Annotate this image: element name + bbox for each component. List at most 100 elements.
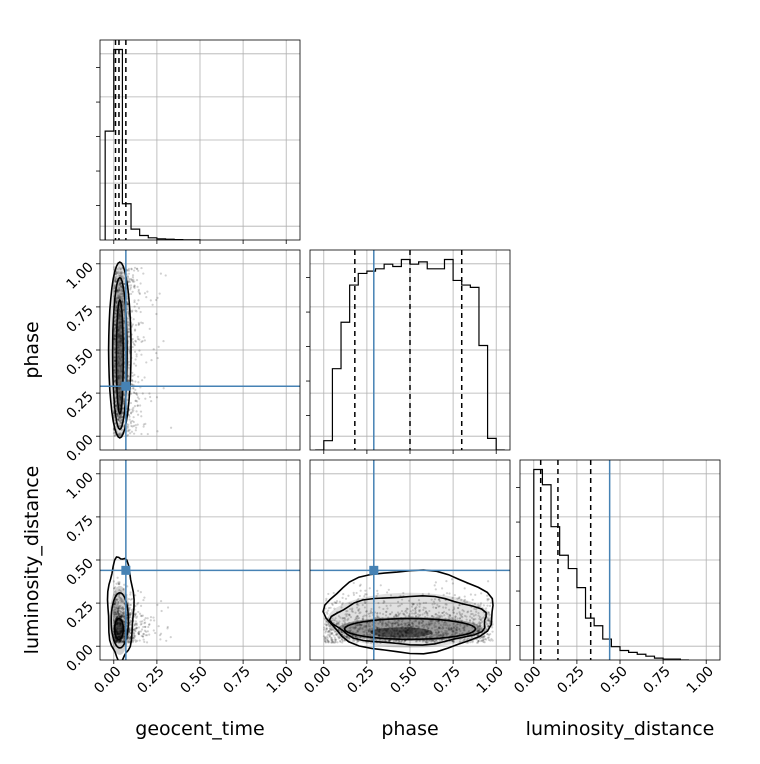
sample-point [118, 612, 121, 615]
sample-point [116, 609, 119, 612]
sample-point [119, 611, 123, 614]
sample-point [431, 622, 434, 625]
sample-point [354, 624, 357, 627]
sample-point [479, 636, 482, 639]
sample-point [122, 640, 125, 643]
sample-point [356, 617, 359, 620]
sample-point [159, 272, 162, 275]
sample-point [127, 639, 131, 642]
ytick-label: 0.25 [63, 389, 96, 422]
sample-point [367, 623, 370, 626]
sample-point [363, 606, 367, 609]
sample-point [119, 639, 122, 642]
sample-point [458, 596, 461, 599]
sample-point [343, 616, 346, 620]
sample-point [128, 277, 131, 280]
sample-point [122, 640, 125, 643]
sample-point [358, 623, 362, 626]
sample-point [327, 606, 331, 610]
sample-point [134, 594, 137, 597]
sample-point [438, 605, 441, 608]
sample-point [158, 292, 161, 295]
sample-point [446, 624, 449, 627]
sample-point [406, 607, 409, 611]
sample-point [116, 633, 119, 636]
sample-point [357, 604, 360, 607]
xtick-label: 1.00 [264, 664, 297, 697]
sample-point [122, 607, 125, 610]
sample-point [130, 612, 133, 615]
sample-point [118, 633, 121, 637]
sample-point [142, 632, 145, 635]
sample-point [452, 641, 455, 644]
sample-point [357, 617, 361, 620]
sample-point [453, 633, 456, 636]
sample-point [406, 621, 409, 624]
sample-point [132, 628, 135, 631]
sample-point [119, 285, 123, 288]
sample-point [336, 632, 339, 635]
sample-point [132, 420, 135, 424]
sample-point [435, 625, 438, 628]
sample-point [149, 299, 152, 302]
sample-point [353, 618, 357, 621]
sample-point [444, 603, 447, 606]
sample-point [491, 639, 494, 642]
sample-point [395, 614, 398, 617]
sample-point [442, 633, 445, 636]
sample-point [127, 430, 130, 433]
sample-point [112, 287, 115, 290]
sample-point [117, 369, 120, 373]
sample-point [336, 635, 340, 638]
sample-point [120, 338, 123, 341]
sample-point [135, 426, 138, 429]
density-shade [327, 592, 493, 648]
sample-point [113, 334, 116, 337]
sample-point [112, 609, 115, 612]
sample-point [340, 606, 343, 609]
sample-point [400, 623, 403, 626]
sample-point [398, 619, 401, 622]
sample-point [116, 351, 119, 355]
panel-content [100, 460, 300, 660]
sample-point [117, 621, 121, 625]
sample-point [333, 601, 336, 604]
sample-point [113, 613, 116, 616]
sample-point [114, 324, 117, 327]
sample-point [118, 605, 121, 608]
sample-point [354, 611, 357, 614]
sample-point [327, 641, 330, 644]
sample-point [114, 422, 117, 425]
sample-point [343, 621, 346, 624]
sample-point [390, 611, 394, 614]
sample-point [331, 617, 334, 620]
sample-point [329, 631, 332, 634]
sample-point [380, 623, 384, 626]
xtick-label: 0.50 [597, 664, 630, 697]
sample-point [116, 622, 120, 625]
sample-point [123, 634, 126, 638]
sample-point [417, 621, 420, 624]
sample-point [128, 635, 131, 638]
sample-point [402, 612, 405, 615]
sample-point [401, 620, 404, 623]
sample-point [116, 640, 119, 643]
sample-point [117, 418, 120, 421]
sample-point [118, 623, 122, 627]
sample-point [393, 622, 397, 625]
sample-point [116, 629, 119, 633]
sample-point [489, 632, 492, 636]
sample-point [120, 631, 123, 634]
sample-point [403, 639, 407, 642]
sample-point [119, 625, 122, 628]
sample-point [435, 631, 438, 634]
sample-point [118, 639, 121, 642]
sample-point [113, 608, 116, 612]
sample-point [327, 639, 330, 643]
sample-point [122, 611, 125, 614]
sample-point [411, 603, 414, 606]
sample-point [113, 617, 116, 620]
sample-point [118, 324, 121, 327]
sample-point [477, 614, 480, 617]
sample-point [119, 396, 122, 399]
